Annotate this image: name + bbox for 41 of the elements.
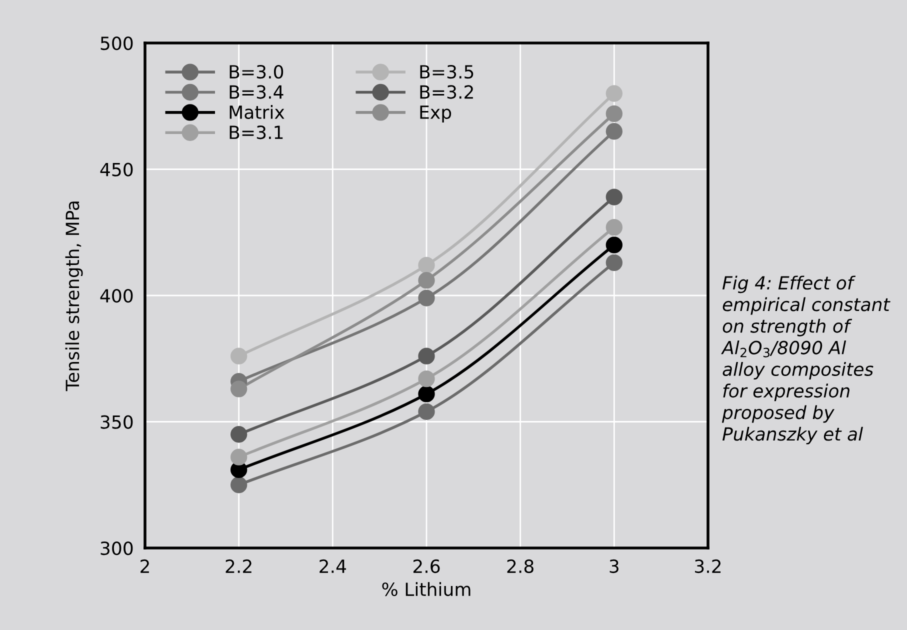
legend-label: Exp: [420, 106, 452, 123]
legend-label: Matrix: [230, 105, 284, 120]
legend-label: B=3.5: [420, 64, 474, 79]
point: [606, 188, 622, 206]
legend-label: B=3.2: [420, 85, 473, 99]
x-tick-label: 2.8: [507, 559, 534, 574]
x-tick-label: 2.2: [226, 559, 252, 573]
point: [606, 105, 622, 122]
point: [230, 448, 248, 466]
y-tick-label: 300: [100, 541, 133, 556]
x-tick-label: 3.2: [695, 559, 721, 574]
point: [606, 85, 622, 102]
point: [230, 426, 248, 443]
x-tick-label: 3: [610, 559, 618, 574]
y-tick-label: 350: [100, 415, 133, 429]
point: [418, 386, 435, 402]
point: [418, 272, 435, 289]
legend-label: B=3.4: [230, 85, 284, 99]
legend-label: B=3.0: [230, 64, 284, 79]
legend-label: B=3.1: [230, 126, 283, 140]
point: [418, 370, 435, 388]
point: [606, 254, 622, 272]
point: [418, 348, 435, 364]
point: [230, 476, 248, 494]
text: Fig 4: Effect of empirical constant on strength of Al$_{2}$O$_{3}$/8090 Al alloy composites for expression proposed by Pukanszky et al: [721, 276, 890, 444]
y-axis-title: Tensile strength, MPa: [65, 202, 83, 392]
x-tick-label: 2.6: [413, 559, 440, 574]
y-tick-label: 450: [100, 162, 133, 176]
y-tick-label: 500: [100, 36, 133, 50]
point: [606, 218, 622, 236]
point: [606, 236, 622, 254]
x-tick-label: 2: [140, 559, 149, 573]
point: [418, 256, 435, 274]
point: [418, 290, 435, 306]
point: [230, 348, 248, 364]
point: [606, 123, 622, 140]
point: [418, 403, 435, 420]
point: [230, 380, 248, 398]
x-axis-title: % Lithium: [382, 582, 470, 596]
y-tick-label: 400: [100, 288, 133, 303]
x-tick-label: 2.4: [320, 559, 346, 573]
